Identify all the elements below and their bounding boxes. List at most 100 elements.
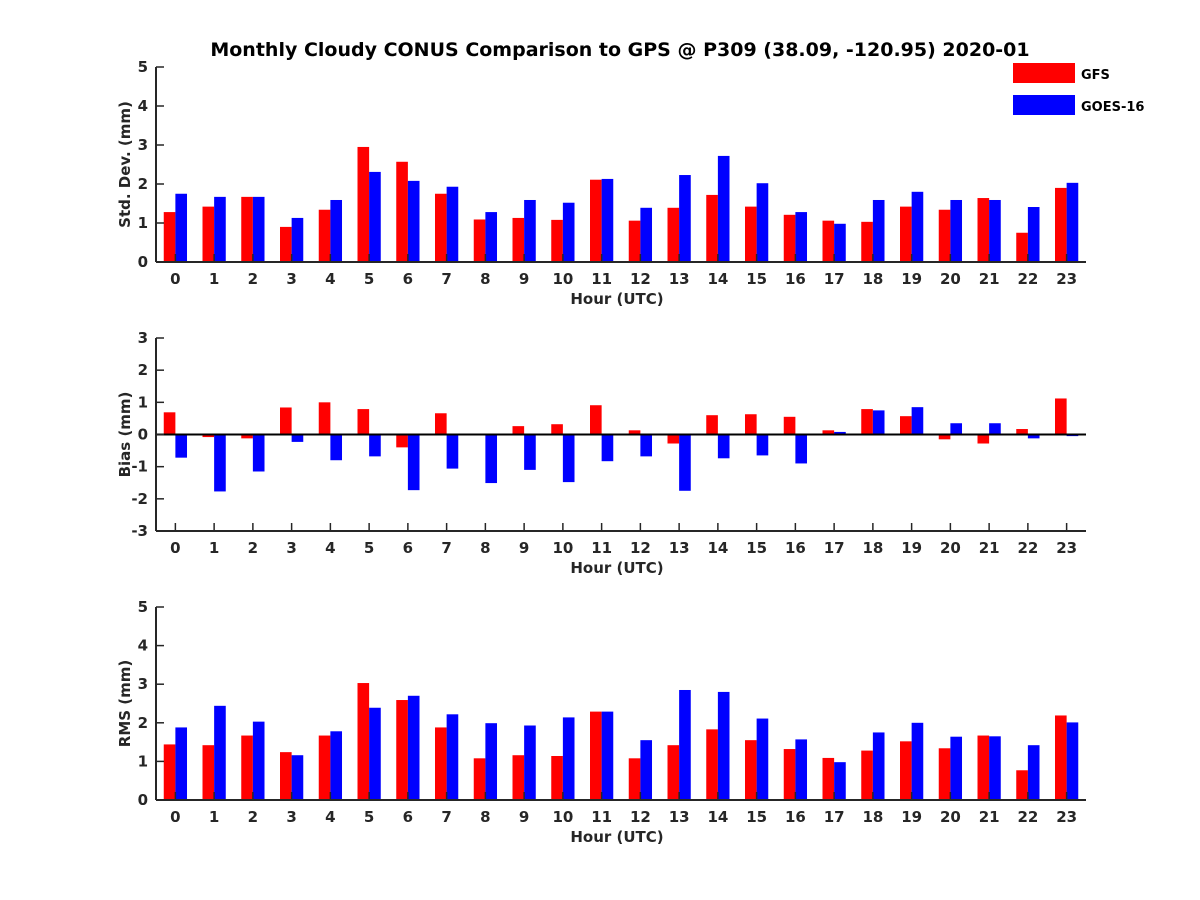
- x-tick-label-std-dev-4: 4: [325, 270, 335, 288]
- y-axis-label-rms: RMS (mm): [116, 660, 134, 747]
- y-tick-label-std-dev-5: 5: [138, 58, 148, 76]
- x-tick-label-bias-12: 12: [630, 539, 651, 557]
- bar-std-dev-goes16-11: [601, 178, 614, 262]
- bar-rms-goes16-20: [950, 736, 963, 800]
- x-axis-label-std-dev: Hour (UTC): [570, 290, 663, 308]
- bar-bias-gfs-12: [628, 430, 641, 435]
- bar-bias-gfs-9: [512, 426, 525, 435]
- bar-std-dev-goes16-17: [834, 223, 846, 262]
- x-tick-label-rms-1: 1: [209, 808, 219, 826]
- bar-std-dev-gfs-6: [396, 161, 408, 262]
- bar-bias-goes16-10: [562, 434, 575, 483]
- bar-bias-gfs-21: [977, 434, 990, 444]
- x-tick-label-std-dev-10: 10: [552, 270, 573, 288]
- x-tick-label-std-dev-20: 20: [940, 270, 961, 288]
- y-tick-label-bias-0: 0: [138, 426, 148, 444]
- bar-bias-gfs-18: [861, 409, 873, 435]
- x-tick-label-bias-23: 23: [1056, 539, 1077, 557]
- bar-std-dev-gfs-0: [163, 212, 176, 262]
- x-tick-label-rms-4: 4: [325, 808, 335, 826]
- bar-bias-gfs-19: [900, 416, 912, 435]
- x-tick-label-std-dev-15: 15: [746, 270, 767, 288]
- x-axis-label-rms: Hour (UTC): [570, 828, 663, 846]
- bar-bias-goes16-12: [640, 434, 653, 457]
- y-tick-label-bias--2: -2: [131, 490, 148, 508]
- bar-rms-goes16-23: [1066, 722, 1079, 800]
- bar-std-dev-gfs-5: [357, 146, 370, 262]
- x-tick-label-bias-11: 11: [591, 539, 612, 557]
- x-tick-label-bias-22: 22: [1017, 539, 1038, 557]
- bar-std-dev-gfs-17: [822, 220, 835, 262]
- bar-rms-gfs-10: [551, 756, 563, 800]
- x-tick-label-bias-0: 0: [170, 539, 180, 557]
- bar-rms-goes16-3: [291, 755, 304, 800]
- x-tick-label-bias-8: 8: [480, 539, 490, 557]
- bar-bias-goes16-2: [252, 434, 265, 472]
- bar-std-dev-gfs-21: [977, 198, 990, 262]
- bar-bias-gfs-11: [590, 405, 602, 435]
- bar-bias-goes16-16: [795, 434, 808, 464]
- bar-bias-gfs-13: [667, 434, 680, 444]
- bar-std-dev-goes16-2: [252, 196, 265, 262]
- bar-std-dev-gfs-4: [318, 209, 331, 262]
- bar-bias-goes16-1: [214, 434, 226, 492]
- bar-bias-gfs-4: [318, 402, 331, 435]
- bar-rms-gfs-8: [473, 758, 486, 800]
- bar-std-dev-gfs-8: [473, 219, 486, 262]
- x-tick-label-std-dev-23: 23: [1056, 270, 1077, 288]
- y-tick-label-std-dev-3: 3: [138, 136, 148, 154]
- bar-std-dev-goes16-20: [950, 199, 963, 262]
- x-tick-label-rms-8: 8: [480, 808, 490, 826]
- x-tick-label-bias-10: 10: [552, 539, 573, 557]
- bar-bias-gfs-0: [163, 412, 176, 435]
- x-tick-label-rms-14: 14: [707, 808, 728, 826]
- x-tick-label-rms-18: 18: [862, 808, 883, 826]
- bar-rms-gfs-15: [745, 740, 757, 800]
- bar-rms-gfs-22: [1016, 770, 1028, 800]
- bar-rms-goes16-21: [989, 736, 1001, 800]
- bar-std-dev-goes16-1: [214, 196, 226, 262]
- bar-std-dev-goes16-15: [756, 183, 769, 262]
- legend-swatch-goes16: [1013, 95, 1075, 115]
- bar-rms-goes16-4: [330, 731, 343, 800]
- bar-bias-goes16-20: [950, 423, 963, 435]
- x-tick-label-std-dev-14: 14: [707, 270, 728, 288]
- bar-rms-goes16-16: [795, 739, 808, 800]
- legend-label-gfs: GFS: [1081, 68, 1110, 83]
- bar-bias-gfs-2: [241, 434, 253, 439]
- bar-std-dev-goes16-16: [795, 212, 808, 262]
- x-tick-label-std-dev-17: 17: [824, 270, 845, 288]
- bar-std-dev-goes16-7: [446, 186, 459, 262]
- x-tick-label-bias-13: 13: [669, 539, 690, 557]
- bar-rms-goes16-12: [640, 740, 653, 800]
- bar-bias-goes16-17: [834, 431, 846, 435]
- x-tick-label-std-dev-8: 8: [480, 270, 490, 288]
- bar-std-dev-goes16-12: [640, 207, 653, 262]
- x-tick-label-rms-22: 22: [1017, 808, 1038, 826]
- bar-std-dev-gfs-2: [241, 196, 253, 262]
- bar-rms-goes16-0: [175, 727, 188, 800]
- bar-rms-goes16-7: [446, 714, 459, 800]
- x-tick-label-rms-5: 5: [364, 808, 374, 826]
- bar-bias-gfs-10: [551, 424, 563, 435]
- x-tick-label-rms-23: 23: [1056, 808, 1077, 826]
- bar-bias-gfs-20: [938, 434, 951, 440]
- x-tick-label-std-dev-5: 5: [364, 270, 374, 288]
- bar-std-dev-gfs-9: [512, 217, 525, 262]
- bar-std-dev-gfs-11: [590, 179, 602, 262]
- bar-bias-goes16-22: [1027, 434, 1040, 439]
- y-tick-label-std-dev-0: 0: [138, 253, 148, 271]
- bar-bias-gfs-3: [280, 407, 292, 435]
- bar-std-dev-goes16-23: [1066, 182, 1079, 262]
- x-tick-label-rms-10: 10: [552, 808, 573, 826]
- legend: GFS GOES-16: [1013, 63, 1144, 115]
- bar-std-dev-goes16-0: [175, 193, 188, 262]
- x-tick-label-bias-16: 16: [785, 539, 806, 557]
- x-tick-label-rms-2: 2: [248, 808, 258, 826]
- bar-bias-gfs-1: [202, 434, 215, 438]
- x-tick-label-std-dev-19: 19: [901, 270, 922, 288]
- x-tick-label-std-dev-7: 7: [441, 270, 451, 288]
- x-tick-label-bias-4: 4: [325, 539, 335, 557]
- x-tick-label-std-dev-16: 16: [785, 270, 806, 288]
